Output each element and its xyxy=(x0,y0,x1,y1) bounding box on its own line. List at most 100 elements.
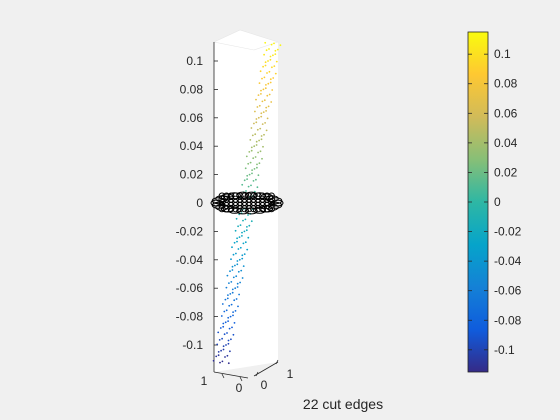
y-tick-label: 1 xyxy=(287,367,294,381)
scatter-point xyxy=(240,269,243,272)
scatter-point xyxy=(218,339,221,341)
scatter-point xyxy=(236,260,239,262)
scatter-point xyxy=(258,104,261,107)
scatter-point xyxy=(256,166,258,169)
cut-edge-marker xyxy=(263,202,271,210)
scatter-point xyxy=(229,293,232,295)
cut-edge-marker xyxy=(232,202,239,210)
cut-edge-marker xyxy=(223,205,230,213)
scatter-point xyxy=(215,355,218,358)
scatter-point xyxy=(237,270,240,273)
scatter-point xyxy=(212,359,215,362)
scatter-point xyxy=(255,118,258,120)
scatter-point xyxy=(263,99,266,102)
colorbar-tick-label: -0.02 xyxy=(494,225,522,239)
y-tick-mark xyxy=(275,359,279,365)
scatter-point xyxy=(259,127,262,130)
scatter-point xyxy=(229,350,231,353)
scatter-point xyxy=(217,351,220,353)
colorbar-tick-labels: 0.1 0.08 0.06 0.04 0.02 0 -0.02 -0.04 -0.06 -0.08… xyxy=(494,47,522,357)
x-tick-mark xyxy=(221,373,225,379)
scatter-point xyxy=(254,156,257,158)
scatter-point xyxy=(231,288,234,291)
scatter-point xyxy=(229,270,231,273)
scatter-point xyxy=(248,224,251,227)
scatter-point xyxy=(235,217,238,220)
scatter-point xyxy=(237,248,240,250)
scatter-point xyxy=(234,229,237,232)
scatter-point xyxy=(222,322,225,325)
z-tick-label: 0.04 xyxy=(180,139,204,153)
z-tick-label: 0.06 xyxy=(180,111,204,125)
scatter-point xyxy=(253,145,256,148)
cut-edge-marker xyxy=(241,202,248,210)
scatter-point xyxy=(253,122,255,125)
scatter-point xyxy=(221,337,224,340)
scatter-point xyxy=(263,133,265,136)
cut-edge-marker xyxy=(254,205,262,213)
scatter-point xyxy=(227,339,230,342)
scatter-point xyxy=(225,286,228,289)
scatter-point xyxy=(223,333,226,336)
scatter-point xyxy=(251,172,253,175)
scatter-point xyxy=(266,94,269,97)
cut-edge-marker xyxy=(218,202,226,210)
scatter-point xyxy=(276,48,279,51)
scatter-point xyxy=(236,286,239,288)
scatter-point xyxy=(265,110,267,112)
scatter-point xyxy=(259,150,262,153)
scatter-point xyxy=(262,65,264,68)
scatter-point xyxy=(257,151,259,154)
z-tick-label: -0.08 xyxy=(176,310,204,324)
scatter-point xyxy=(268,70,271,73)
scatter-point xyxy=(228,327,231,330)
colorbar-tick-label: 0.02 xyxy=(494,165,518,179)
scatter-point xyxy=(220,315,223,317)
scatter-point xyxy=(254,133,257,136)
y-tick-labels: 0 1 xyxy=(255,359,294,392)
scatter-point xyxy=(246,226,248,228)
scatter-point xyxy=(256,128,259,131)
scatter-point xyxy=(248,151,251,153)
scatter-point xyxy=(258,162,261,165)
scatter-point xyxy=(250,149,253,152)
cut-edge-marker xyxy=(259,202,266,210)
scatter-point xyxy=(232,253,235,256)
scatter-point xyxy=(224,321,227,324)
scatter-point xyxy=(255,178,257,181)
scatter-point xyxy=(236,282,239,285)
scatter-point xyxy=(269,55,272,58)
scatter-point xyxy=(245,229,248,232)
x-axis-line xyxy=(213,371,249,379)
z-tick-label: -0.06 xyxy=(176,281,204,295)
scatter-point xyxy=(262,145,264,148)
scatter-point xyxy=(236,237,239,240)
scatter-point xyxy=(261,157,263,160)
scatter-point xyxy=(260,138,263,141)
scatter-point xyxy=(275,60,278,63)
scatter-point xyxy=(222,345,225,348)
cut-edge-marker xyxy=(236,202,244,210)
scatter-point xyxy=(230,338,232,341)
scatter-point xyxy=(237,305,239,308)
scatter-point xyxy=(257,94,260,96)
scatter-point xyxy=(273,42,275,45)
z-tick-marks xyxy=(214,60,218,346)
scatter-point xyxy=(231,326,233,329)
scatter-point xyxy=(226,332,228,334)
scatter-point xyxy=(227,320,230,322)
scatter-point xyxy=(252,180,255,182)
scatter-point xyxy=(270,101,273,103)
scatter-point xyxy=(224,298,227,301)
scatter-point xyxy=(242,219,244,222)
scatter-point xyxy=(264,61,267,64)
cut-edge-marker xyxy=(254,202,262,210)
scatter-point xyxy=(236,240,238,243)
scatter-point xyxy=(226,354,229,357)
z-tick-label: -0.1 xyxy=(182,338,203,352)
scatter-point xyxy=(264,87,267,90)
z-tick-label: -0.02 xyxy=(176,224,204,238)
axes-top-face xyxy=(213,29,279,51)
scatter-point xyxy=(232,333,235,336)
